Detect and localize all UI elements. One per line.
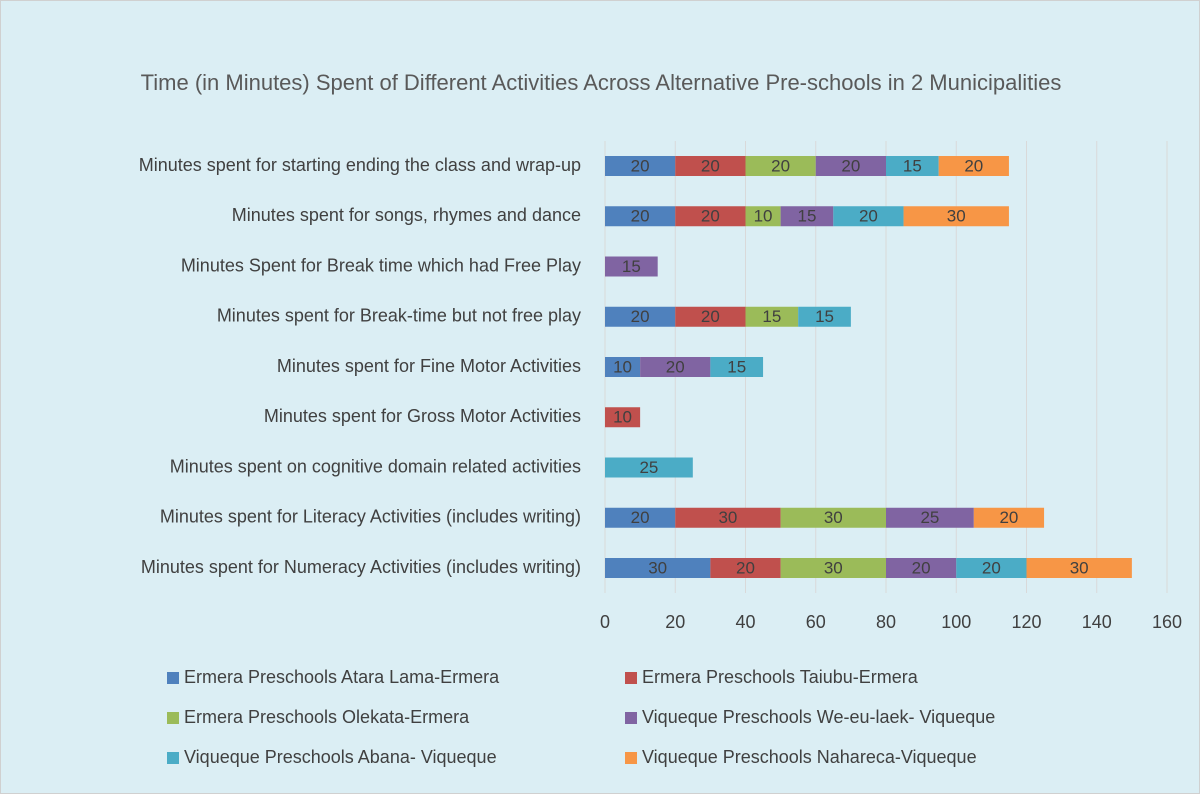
data-label: 20 (701, 207, 720, 226)
bar-segment (886, 156, 939, 176)
bar-segment (605, 357, 641, 377)
data-label: 15 (903, 156, 922, 175)
bar-segment (780, 558, 886, 578)
bar-segment (886, 507, 974, 528)
data-label: 20 (701, 307, 720, 326)
bar-segment (886, 558, 957, 578)
data-label: 30 (824, 508, 843, 527)
bar-segment (745, 156, 816, 176)
legend-label: Viqueque Preschools Nahareca-Viqueque (642, 747, 977, 767)
bar-segment (605, 507, 676, 528)
x-tick-label: 80 (876, 612, 896, 632)
bar-segment (675, 206, 746, 227)
legend-swatch (625, 712, 637, 724)
legend-label: Ermera Preschools Atara Lama-Ermera (184, 667, 500, 687)
legend-swatch (167, 672, 179, 684)
data-label: 15 (762, 307, 781, 326)
x-tick-label: 140 (1082, 612, 1112, 632)
data-label: 20 (982, 558, 1001, 577)
data-label: 20 (912, 558, 931, 577)
bar-segment (780, 206, 834, 227)
y-tick-label: Minutes spent for Numeracy Activities (i… (141, 557, 581, 577)
bar-segment (903, 206, 1009, 227)
y-tick-label: Minutes spent for starting ending the cl… (139, 155, 581, 175)
y-tick-label: Minutes Spent for Break time which had F… (181, 255, 581, 275)
x-tick-label: 160 (1152, 612, 1182, 632)
bar-segment (956, 558, 1027, 578)
x-tick-label: 100 (941, 612, 971, 632)
bar-segment (745, 206, 781, 227)
legend-label: Viqueque Preschools Abana- Viqueque (184, 747, 497, 767)
data-label: 30 (824, 558, 843, 577)
y-tick-label: Minutes spent for Literacy Activities (i… (160, 507, 581, 527)
data-label: 20 (666, 357, 685, 376)
bar-segment (675, 507, 781, 528)
data-label: 20 (841, 156, 860, 175)
data-label: 30 (1070, 558, 1089, 577)
bar-segment (710, 558, 781, 578)
x-tick-label: 20 (665, 612, 685, 632)
bar-segment (710, 357, 764, 377)
bar-segment (605, 306, 676, 327)
data-label: 15 (815, 307, 834, 326)
bar-segment (973, 507, 1045, 528)
x-tick-label: 40 (735, 612, 755, 632)
bar-segment (833, 206, 904, 227)
legend-swatch (167, 752, 179, 764)
bar-segment (780, 507, 886, 528)
bar-segment (605, 206, 676, 227)
data-label: 25 (639, 458, 658, 477)
data-label: 30 (947, 207, 966, 226)
bar-segment (605, 457, 693, 478)
legend-label: Viqueque Preschools We-eu-laek- Viqueque (642, 707, 995, 727)
legend-swatch (625, 752, 637, 764)
bar-segment (798, 306, 851, 327)
y-tick-label: Minutes spent for songs, rhymes and danc… (232, 205, 581, 225)
bar-segment (938, 156, 1009, 176)
data-label: 20 (631, 156, 650, 175)
x-tick-label: 120 (1011, 612, 1041, 632)
data-label: 20 (631, 207, 650, 226)
bar-segment (605, 256, 658, 277)
bar-segment (640, 357, 711, 377)
bar-segment (815, 156, 886, 176)
data-label: 20 (999, 508, 1018, 527)
data-label: 30 (718, 508, 737, 527)
y-tick-label: Minutes spent on cognitive domain relate… (170, 456, 581, 476)
bar-segment (745, 306, 799, 327)
legend-label: Ermera Preschools Taiubu-Ermera (642, 667, 919, 687)
x-tick-label: 0 (600, 612, 610, 632)
x-tick-label: 60 (806, 612, 826, 632)
data-label: 10 (613, 357, 632, 376)
data-label: 15 (798, 207, 817, 226)
data-label: 20 (631, 307, 650, 326)
bar-segment (605, 558, 711, 578)
data-label: 20 (631, 508, 650, 527)
data-label: 15 (727, 357, 746, 376)
bar-segment (605, 156, 676, 176)
data-label: 10 (613, 408, 632, 427)
data-label: 20 (859, 207, 878, 226)
data-label: 20 (964, 156, 983, 175)
y-tick-label: Minutes spent for Fine Motor Activities (277, 356, 581, 376)
data-label: 15 (622, 257, 641, 276)
bar-segment (675, 306, 746, 327)
data-label: 10 (754, 207, 773, 226)
legend-label: Ermera Preschools Olekata-Ermera (184, 707, 470, 727)
data-label: 20 (701, 156, 720, 175)
data-label: 20 (771, 156, 790, 175)
data-label: 20 (736, 558, 755, 577)
chart-title: Time (in Minutes) Spent of Different Act… (140, 70, 1062, 95)
y-tick-label: Minutes spent for Break-time but not fre… (217, 306, 581, 326)
legend-swatch (167, 712, 179, 724)
y-tick-label: Minutes spent for Gross Motor Activities (264, 406, 581, 426)
legend-swatch (625, 672, 637, 684)
bar-segment (605, 407, 641, 428)
bar-segment (1026, 558, 1132, 578)
data-label: 30 (648, 558, 667, 577)
bar-segment (675, 156, 746, 176)
data-label: 25 (920, 508, 939, 527)
